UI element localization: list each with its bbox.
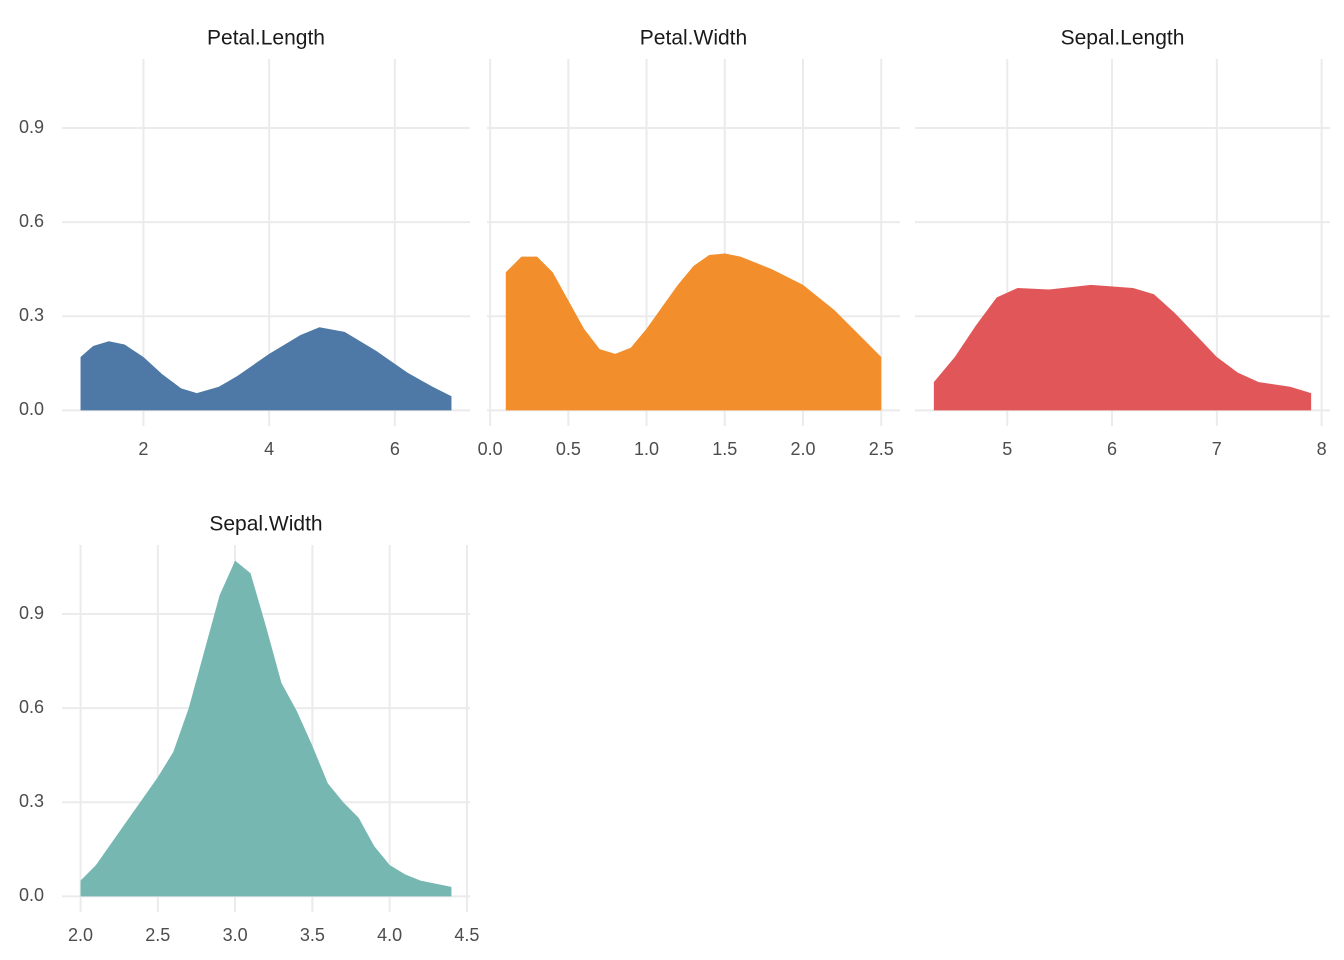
density-area [933,284,1312,411]
facet-title: Sepal.Length [1061,27,1185,50]
facet-title: Sepal.Width [209,513,322,536]
facet-title: Petal.Length [207,27,325,50]
y-tick-label: 0.0 [19,399,44,419]
facet-title: Petal.Width [640,27,747,50]
x-tick-label: 2 [138,439,148,459]
x-tick-label: 2.5 [869,439,894,459]
x-tick-label: 8 [1317,439,1327,459]
x-tick-label: 2.0 [790,439,815,459]
y-tick-label: 0.9 [19,603,44,623]
x-tick-label: 4.0 [377,925,402,945]
y-tick-label: 0.6 [19,211,44,231]
x-tick-label: 2.5 [145,925,170,945]
x-tick-label: 7 [1212,439,1222,459]
x-tick-label: 0.5 [556,439,581,459]
density-area [80,327,452,411]
x-tick-label: 4 [264,439,274,459]
x-tick-label: 1.5 [712,439,737,459]
density-area [505,253,882,411]
x-tick-label: 6 [1107,439,1117,459]
x-tick-label: 3.0 [223,925,248,945]
y-tick-label: 0.0 [19,885,44,905]
x-tick-label: 4.5 [454,925,479,945]
y-tick-label: 0.3 [19,305,44,325]
density-area [80,560,452,897]
x-tick-label: 1.0 [634,439,659,459]
x-tick-label: 3.5 [300,925,325,945]
y-tick-label: 0.9 [19,117,44,137]
y-tick-label: 0.3 [19,791,44,811]
x-tick-label: 2.0 [68,925,93,945]
x-tick-label: 0.0 [478,439,503,459]
y-tick-label: 0.6 [19,697,44,717]
x-tick-label: 5 [1002,439,1012,459]
x-tick-label: 6 [390,439,400,459]
